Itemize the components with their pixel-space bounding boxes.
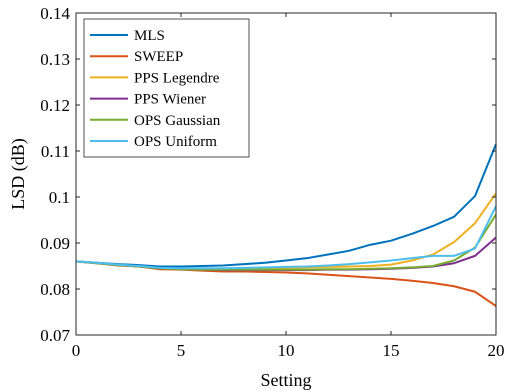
legend-label: SWEEP	[134, 49, 183, 65]
legend-label: PPS Wiener	[134, 92, 206, 108]
x-tick-label: 0	[72, 341, 81, 360]
y-tick-label: 0.1	[49, 188, 70, 207]
x-tick-label: 15	[383, 341, 400, 360]
series-line-ops-uniform	[75, 205, 497, 270]
legend-box	[83, 18, 250, 158]
legend-label: PPS Legendre	[134, 70, 220, 86]
legend-label: MLS	[134, 28, 165, 44]
y-tick-label: 0.09	[40, 234, 70, 253]
y-axis-label: LSD (dB)	[8, 138, 29, 210]
x-axis-label: Setting	[260, 370, 311, 390]
y-tick-label: 0.14	[40, 4, 70, 23]
y-tick-label: 0.13	[40, 50, 70, 69]
x-tick-label: 20	[488, 341, 505, 360]
x-tick-label: 10	[278, 341, 295, 360]
y-tick-label: 0.12	[40, 96, 70, 115]
y-tick-label: 0.11	[41, 142, 70, 161]
series-layer	[75, 143, 497, 307]
y-tick-label: 0.08	[40, 280, 70, 299]
tick-layer: 0 5 10 15 20 0.07 0.08 0.09 0.1 0.11 0.12 0.13 0.14	[40, 4, 504, 360]
legend-label: OPS Uniform	[134, 134, 217, 150]
series-line-mls	[75, 143, 497, 268]
x-tick-label: 5	[177, 341, 186, 360]
legend: MLS SWEEP PPS Legendre PPS Wiener OPS Gaussi…	[83, 18, 250, 158]
y-tick-label: 0.07	[40, 326, 70, 345]
legend-label: OPS Gaussian	[134, 113, 221, 129]
